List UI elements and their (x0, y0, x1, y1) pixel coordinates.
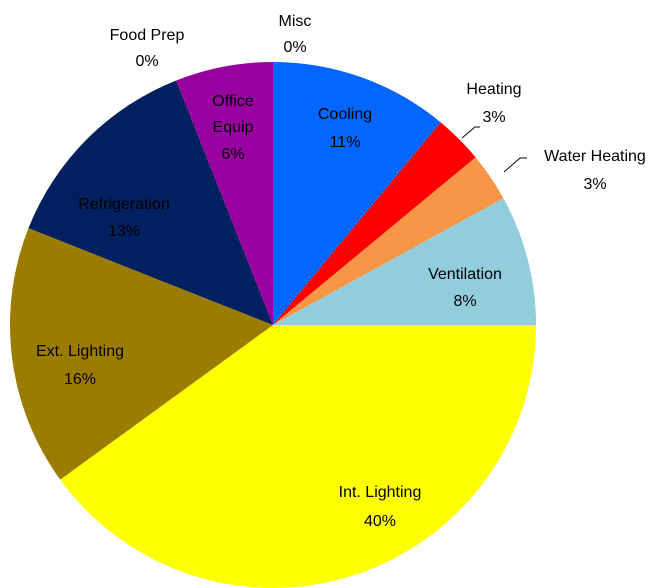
slice-label: Office Equip (212, 93, 254, 136)
pie-slice (273, 122, 476, 326)
slice-value-label: 0% (283, 39, 306, 56)
slice-label: Ventilation (428, 266, 502, 283)
slice-value-label: 3% (482, 109, 505, 126)
leader-line (461, 126, 480, 139)
labels: Misc 0% Cooling 11% Heating 3% Water Heating 3%… (36, 13, 646, 530)
slice-value-label: 16% (64, 371, 96, 388)
slice-label: Refrigeration (78, 196, 170, 213)
slice-label: Water Heating (544, 148, 646, 165)
slice-label: Cooling (318, 106, 372, 123)
pie-slice (273, 62, 441, 325)
pie-slice (273, 157, 504, 325)
slice-value-label: 0% (135, 53, 158, 70)
slice-value-label: 6% (221, 146, 244, 163)
slice-label: Int. Lighting (339, 484, 422, 501)
pie-slice (9, 228, 274, 480)
pie-slice (273, 198, 536, 325)
pie-slice (176, 62, 273, 325)
pie-slice (28, 80, 274, 325)
pie-slice (60, 325, 537, 588)
slice-value-label: 13% (108, 223, 140, 240)
slice-label: Heating (466, 81, 521, 98)
slice-value-label: 11% (330, 134, 361, 151)
slice-value-label: 40% (364, 513, 396, 530)
leader-line (503, 157, 527, 173)
slice-label: Misc (279, 13, 312, 30)
slices (9, 62, 537, 588)
slice-value-label: 3% (583, 176, 606, 193)
slice-value-label: 8% (453, 293, 476, 310)
slice-label: Food Prep (110, 27, 185, 44)
slice-label: Ext. Lighting (36, 343, 124, 360)
